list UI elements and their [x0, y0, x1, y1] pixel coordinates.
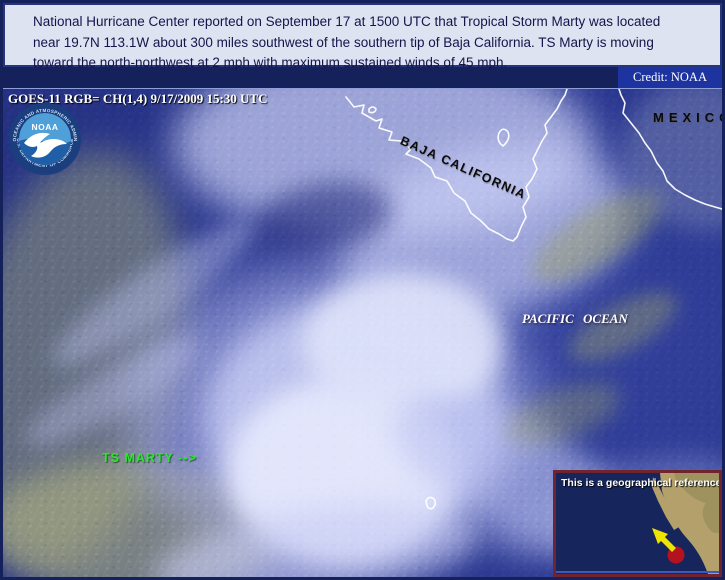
caption-text: National Hurricane Center reported on Se… — [33, 14, 661, 71]
pacific-island-outline — [368, 106, 377, 114]
inset-bottom-line — [556, 571, 719, 573]
inset-map: This is a geographical reference — [553, 470, 722, 577]
storm-core-cloud — [303, 274, 503, 414]
direction-arrow-icon — [652, 528, 676, 552]
mexico-coastline — [618, 89, 722, 210]
inset-map-graphic — [556, 473, 719, 574]
gulf-island-outline — [497, 128, 510, 147]
socorro-island-outline — [425, 496, 437, 510]
inset-baja-peninsula — [652, 477, 679, 530]
mexico-label: MEXICO — [653, 110, 722, 125]
caption-banner: National Hurricane Center reported on Se… — [3, 3, 722, 71]
noaa-acronym: NOAA — [31, 122, 58, 132]
credit-badge: Credit: NOAA — [618, 67, 722, 88]
pacific-ocean-label: PACIFIC OCEAN — [522, 311, 628, 326]
noaa-logo: NATIONAL OCEANIC AND ATMOSPHERIC ADMINIS… — [9, 103, 81, 175]
credit-label: Credit: NOAA — [633, 70, 707, 84]
coastline-overlay — [345, 89, 722, 510]
inset-title: This is a geographical reference — [561, 477, 722, 489]
satellite-view: GOES-11 RGB= CH(1,4) 9/17/2009 15:30 UTC… — [3, 88, 722, 577]
ts-marty-label: TS MARTY --> — [102, 451, 197, 465]
baja-coastline — [345, 89, 568, 242]
inset-terrain-shade — [674, 473, 719, 533]
noaa-gull-icon — [24, 132, 67, 158]
goes-header: GOES-11 RGB= CH(1,4) 9/17/2009 15:30 UTC — [8, 91, 268, 106]
